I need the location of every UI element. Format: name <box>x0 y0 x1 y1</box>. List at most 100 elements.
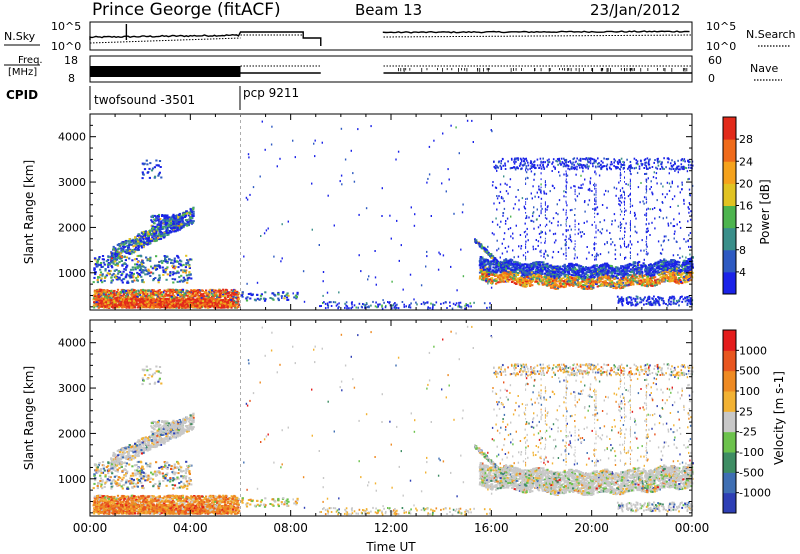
range-gate-cell <box>184 270 187 273</box>
range-gate-cell <box>176 294 179 297</box>
range-gate-cell <box>134 290 138 293</box>
range-gate-cell <box>119 255 122 258</box>
range-gate-cell <box>100 300 103 302</box>
range-gate-cell <box>100 279 103 282</box>
range-gate-cell <box>164 271 167 274</box>
range-gate-cell <box>159 232 162 234</box>
range-gate-cell <box>174 224 178 227</box>
range-gate-cell <box>180 223 183 226</box>
range-gate-cell <box>184 266 187 269</box>
range-gate-cell <box>223 292 226 295</box>
range-gate-cell <box>142 301 145 304</box>
range-gate-cell <box>121 242 124 245</box>
range-gate-cell <box>145 240 148 243</box>
range-gate-cell <box>186 303 189 306</box>
range-gate-cell <box>177 271 180 274</box>
range-gate-cell <box>102 261 105 264</box>
range-gate-cell <box>164 293 167 296</box>
range-gate-cell <box>180 279 183 282</box>
range-gate-cell <box>129 290 132 293</box>
range-gate-cell <box>215 306 218 309</box>
range-gate-cell <box>145 256 148 259</box>
range-gate-cell <box>99 298 102 301</box>
range-gate-cell <box>164 214 167 217</box>
range-gate-cell <box>104 268 107 271</box>
range-gate-cell <box>114 299 117 302</box>
range-gate-cell <box>173 278 177 281</box>
range-gate-cell <box>414 213 416 216</box>
range-gate-cell <box>163 296 166 299</box>
range-gate-cell <box>93 257 97 260</box>
range-gate-cell <box>92 298 95 301</box>
range-gate-cell <box>189 298 192 301</box>
range-gate-cell <box>198 289 201 291</box>
range-gate-cell <box>142 303 145 306</box>
range-gate-cell <box>222 294 225 296</box>
range-gate-cell <box>189 216 192 218</box>
range-gate-cell <box>146 231 149 234</box>
range-gate-cell <box>150 300 153 303</box>
range-gate-cell <box>114 247 117 250</box>
range-gate-cell <box>212 303 215 306</box>
range-gate-cell <box>138 273 141 275</box>
range-gate-cell <box>264 291 267 294</box>
range-gate-cell <box>234 289 237 292</box>
range-gate-cell <box>132 304 135 307</box>
range-gate-cell <box>150 219 153 222</box>
range-gate-cell <box>467 303 469 306</box>
range-gate-cell <box>149 275 152 277</box>
range-gate-cell <box>156 217 159 220</box>
range-gate-cell <box>190 211 193 214</box>
range-gate-cell <box>100 277 103 280</box>
range-gate-cell <box>97 298 100 300</box>
range-gate-cell <box>141 279 144 282</box>
range-gate-cell <box>124 302 127 305</box>
range-gate-cell <box>534 280 537 283</box>
range-gate-cell <box>350 149 352 152</box>
range-gate-cell <box>104 298 107 301</box>
range-gate-cell <box>427 307 429 310</box>
range-gate-cell <box>136 275 140 278</box>
range-gate-cell <box>118 261 121 264</box>
range-gate-cell <box>157 164 160 167</box>
nsky-tick-bottom: 10^0 <box>51 40 81 53</box>
range-gate-cell <box>189 213 192 216</box>
range-gate-cell <box>141 294 145 297</box>
range-gate-cell <box>173 217 176 220</box>
range-gate-cell <box>147 239 150 242</box>
range-gate-cell <box>204 298 207 301</box>
range-gate-cell <box>158 220 161 223</box>
range-gate-cell <box>377 305 379 308</box>
range-gate-cell <box>116 303 119 306</box>
range-gate-cell <box>126 264 129 267</box>
range-gate-cell <box>154 277 157 279</box>
range-gate-cell <box>146 302 149 305</box>
range-gate-cell <box>158 228 161 231</box>
range-gate-cell <box>117 270 121 273</box>
range-gate-cell <box>111 304 114 307</box>
range-gate-cell <box>201 301 205 304</box>
range-gate-cell <box>231 297 234 300</box>
range-gate-cell <box>151 303 154 306</box>
range-gate-cell <box>209 297 212 300</box>
nsearch-trace <box>89 37 241 44</box>
range-gate-cell <box>135 299 138 302</box>
range-gate-cell <box>157 289 160 292</box>
range-gate-cell <box>382 299 384 302</box>
range-gate-cell <box>155 164 158 167</box>
beam-title: Beam 13 <box>355 1 422 19</box>
range-gate-cell <box>270 143 273 146</box>
range-gate-cell <box>140 255 143 258</box>
range-gate-cell <box>131 303 134 306</box>
range-gate-cell <box>107 302 110 305</box>
range-gate-cell <box>277 297 280 300</box>
range-gate-cell <box>99 288 102 291</box>
station-title: Prince George (fitACF) <box>92 0 281 20</box>
range-gate-cell <box>121 241 124 244</box>
range-gate-cell <box>120 249 123 252</box>
range-gate-cell <box>125 298 128 301</box>
range-gate-cell <box>148 289 151 292</box>
range-gate-cell <box>127 247 130 250</box>
range-gate-cell <box>207 306 210 309</box>
range-gate-cell <box>456 289 458 292</box>
